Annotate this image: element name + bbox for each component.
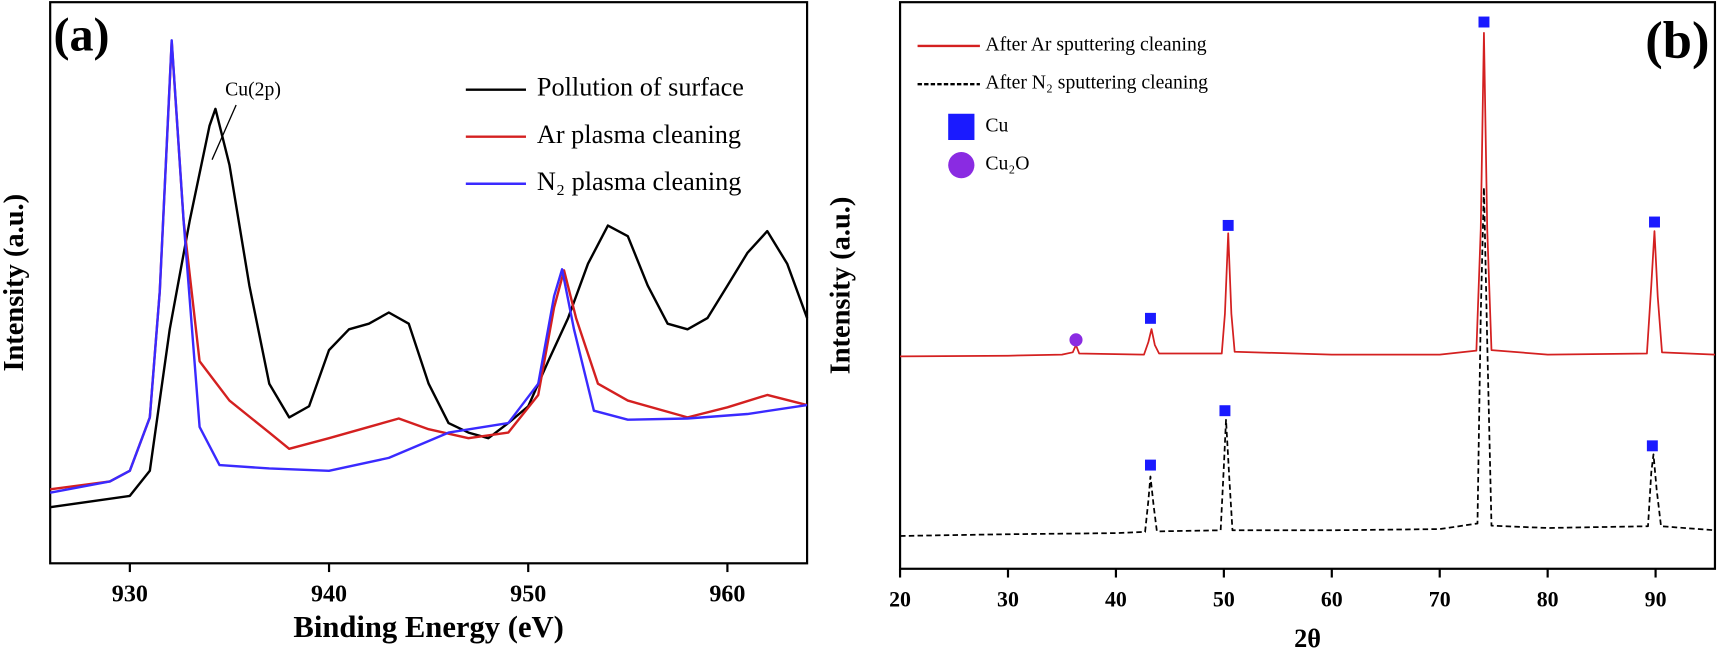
x-tick-label: 960 <box>709 582 745 608</box>
marker <box>1478 16 1490 28</box>
marker <box>1222 219 1234 231</box>
legend-swatch <box>948 113 975 141</box>
legend-label: Cu₂O <box>985 153 1029 175</box>
marker <box>1144 312 1156 324</box>
legend-label: After N₂ sputtering cleaning <box>985 72 1208 94</box>
x-tick-label: 60 <box>1321 588 1343 612</box>
legend-label: After Ar sputtering cleaning <box>985 33 1206 55</box>
x-tick-label: 30 <box>997 588 1019 612</box>
x-tick-label: 20 <box>889 588 911 612</box>
panel-label: (b) <box>1645 12 1709 70</box>
marker <box>1069 333 1083 347</box>
x-tick-label: 930 <box>112 582 148 608</box>
data-line <box>50 40 808 491</box>
annotation-leader <box>211 104 237 160</box>
x-tick-label: 40 <box>1105 588 1127 612</box>
y-axis-title: Intensity (a.u.) <box>0 194 30 372</box>
marker <box>1649 216 1660 228</box>
plot-frame <box>49 1 809 565</box>
marker <box>1144 459 1156 471</box>
plot-frame <box>898 1 1717 570</box>
panel-label: (a) <box>53 8 109 61</box>
x-tick-label: 90 <box>1645 588 1667 612</box>
x-tick-label: 940 <box>311 582 347 608</box>
y-axis-title: Intensity (a.u.) <box>826 197 857 375</box>
marker <box>1219 405 1231 417</box>
x-tick-label: 70 <box>1429 588 1451 612</box>
legend-label: Ar plasma cleaning <box>537 120 741 149</box>
x-tick-label: 80 <box>1537 588 1559 612</box>
x-tick-label: 950 <box>510 582 546 608</box>
annotation: Cu(2p) <box>225 78 281 100</box>
data-line <box>50 107 809 509</box>
x-tick-label: 50 <box>1213 588 1235 612</box>
x-axis-title: Binding Energy (eV) <box>293 610 563 644</box>
x-axis-title: 2θ <box>1294 624 1321 653</box>
data-line <box>900 31 1715 358</box>
marker <box>1646 440 1658 452</box>
legend-swatch <box>948 152 975 179</box>
legend-label: Cu <box>985 114 1008 136</box>
data-line <box>900 186 1716 537</box>
data-line <box>49 39 808 494</box>
legend-label: Pollution of surface <box>537 73 744 102</box>
legend-label: N₂ plasma cleaning <box>537 167 742 196</box>
